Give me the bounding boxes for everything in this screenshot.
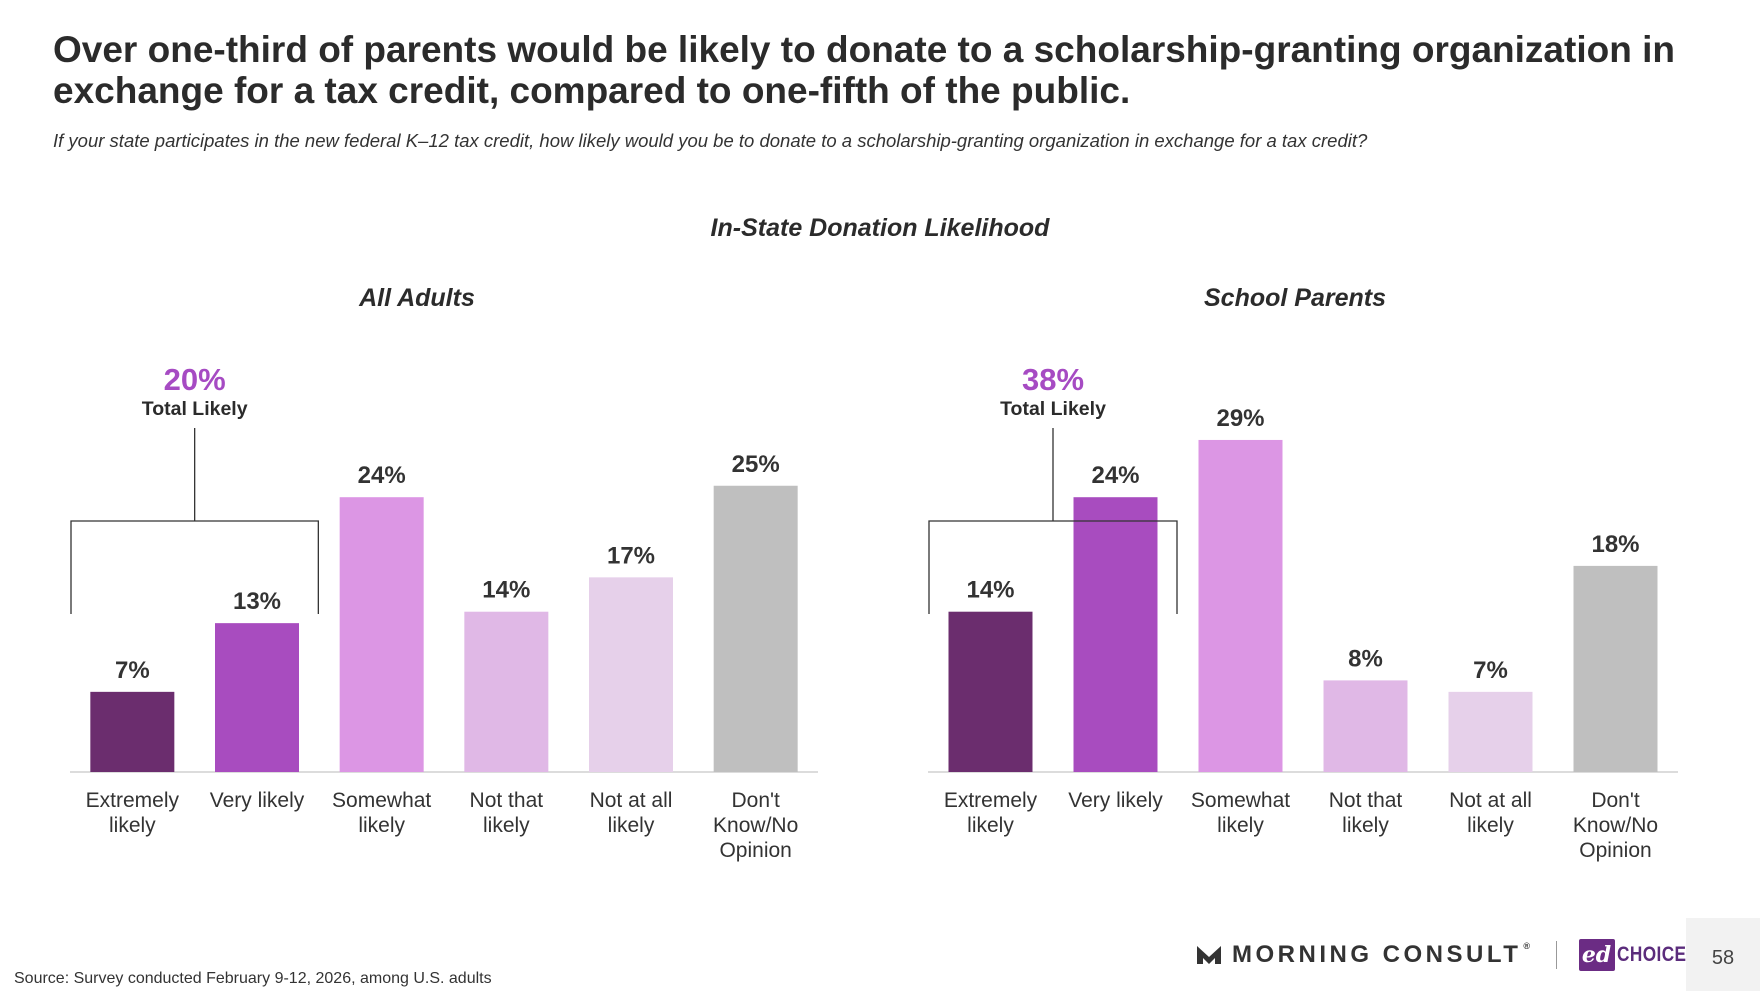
bar	[713, 485, 798, 772]
morning-consult-logo: MORNING CONSULT ®	[1196, 941, 1534, 969]
bar	[1198, 439, 1283, 772]
bar	[1073, 497, 1158, 772]
category-label: likely	[109, 814, 156, 837]
category-label: Opinion	[719, 839, 791, 862]
morning-consult-m-icon	[1197, 946, 1221, 964]
category-label: Extremely	[86, 789, 180, 812]
category-label: likely	[1342, 814, 1389, 837]
footer-brand: MORNING CONSULT ® ed CHOICE	[1196, 939, 1702, 971]
bar	[589, 577, 673, 772]
page-number-box: 58	[1686, 918, 1760, 991]
category-label: Very likely	[210, 789, 305, 812]
morning-consult-wordmark: MORNING CONSULT ®	[1232, 941, 1534, 968]
category-label: Not at all	[1449, 789, 1532, 812]
bar-value-label: 25%	[732, 451, 780, 478]
category-label: Not that	[470, 789, 544, 812]
edchoice-ed-badge: ed	[1578, 939, 1615, 971]
category-label: Somewhat	[1191, 789, 1290, 812]
bar-value-label: 14%	[482, 577, 530, 604]
source-note: Source: Survey conducted February 9-12, …	[14, 970, 492, 987]
total-likely-value: 20%	[164, 362, 226, 397]
bar	[339, 497, 424, 772]
category-label: Don't	[731, 789, 780, 812]
bar	[1573, 565, 1658, 772]
category-label: Know/No	[1573, 814, 1658, 837]
panel-title: All Adults	[358, 284, 475, 312]
bar-value-label: 17%	[607, 542, 655, 569]
section-title: In-State Donation Likelihood	[710, 214, 1050, 242]
bar-value-label: 24%	[1091, 462, 1139, 489]
panel-title: School Parents	[1204, 284, 1386, 312]
edchoice-wordmark: CHOICE	[1616, 943, 1686, 966]
page-number: 58	[1711, 947, 1735, 969]
bar	[215, 623, 299, 772]
bar-value-label: 8%	[1348, 645, 1383, 672]
category-label: Know/No	[713, 814, 798, 837]
bar	[90, 691, 175, 772]
page-title: Over one-third of parents would be likel…	[53, 29, 1675, 111]
edchoice-logo: ed CHOICE	[1578, 939, 1702, 971]
bar-value-label: 7%	[115, 657, 150, 684]
category-label: Extremely	[944, 789, 1038, 812]
category-label: Not that	[1329, 789, 1403, 812]
total-likely-label: Total Likely	[1000, 398, 1106, 420]
total-likely-bracket	[70, 520, 319, 614]
category-label: Very likely	[1068, 789, 1163, 812]
category-label: likely	[967, 814, 1014, 837]
category-label: likely	[1217, 814, 1264, 837]
category-label: likely	[358, 814, 405, 837]
bar	[948, 611, 1033, 772]
brand-divider	[1555, 941, 1557, 969]
bar-value-label: 13%	[233, 588, 281, 615]
total-likely-label: Total Likely	[142, 398, 248, 420]
total-likely-value: 38%	[1022, 362, 1084, 397]
bar-value-label: 24%	[358, 462, 406, 489]
category-label: Opinion	[1579, 839, 1651, 862]
bar	[1323, 680, 1408, 772]
bar-value-label: 7%	[1473, 657, 1508, 684]
bar-value-label: 29%	[1216, 405, 1264, 432]
category-label: Not at all	[590, 789, 673, 812]
bar-value-label: 18%	[1591, 531, 1639, 558]
category-label: Don't	[1591, 789, 1640, 812]
category-label: likely	[483, 814, 530, 837]
bar-value-label: 14%	[966, 577, 1014, 604]
bar	[464, 611, 549, 772]
category-label: likely	[608, 814, 655, 837]
category-label: Somewhat	[332, 789, 431, 812]
category-label: likely	[1467, 814, 1514, 837]
bar	[1448, 691, 1533, 772]
question-subtitle: If your state participates in the new fe…	[53, 130, 1368, 151]
